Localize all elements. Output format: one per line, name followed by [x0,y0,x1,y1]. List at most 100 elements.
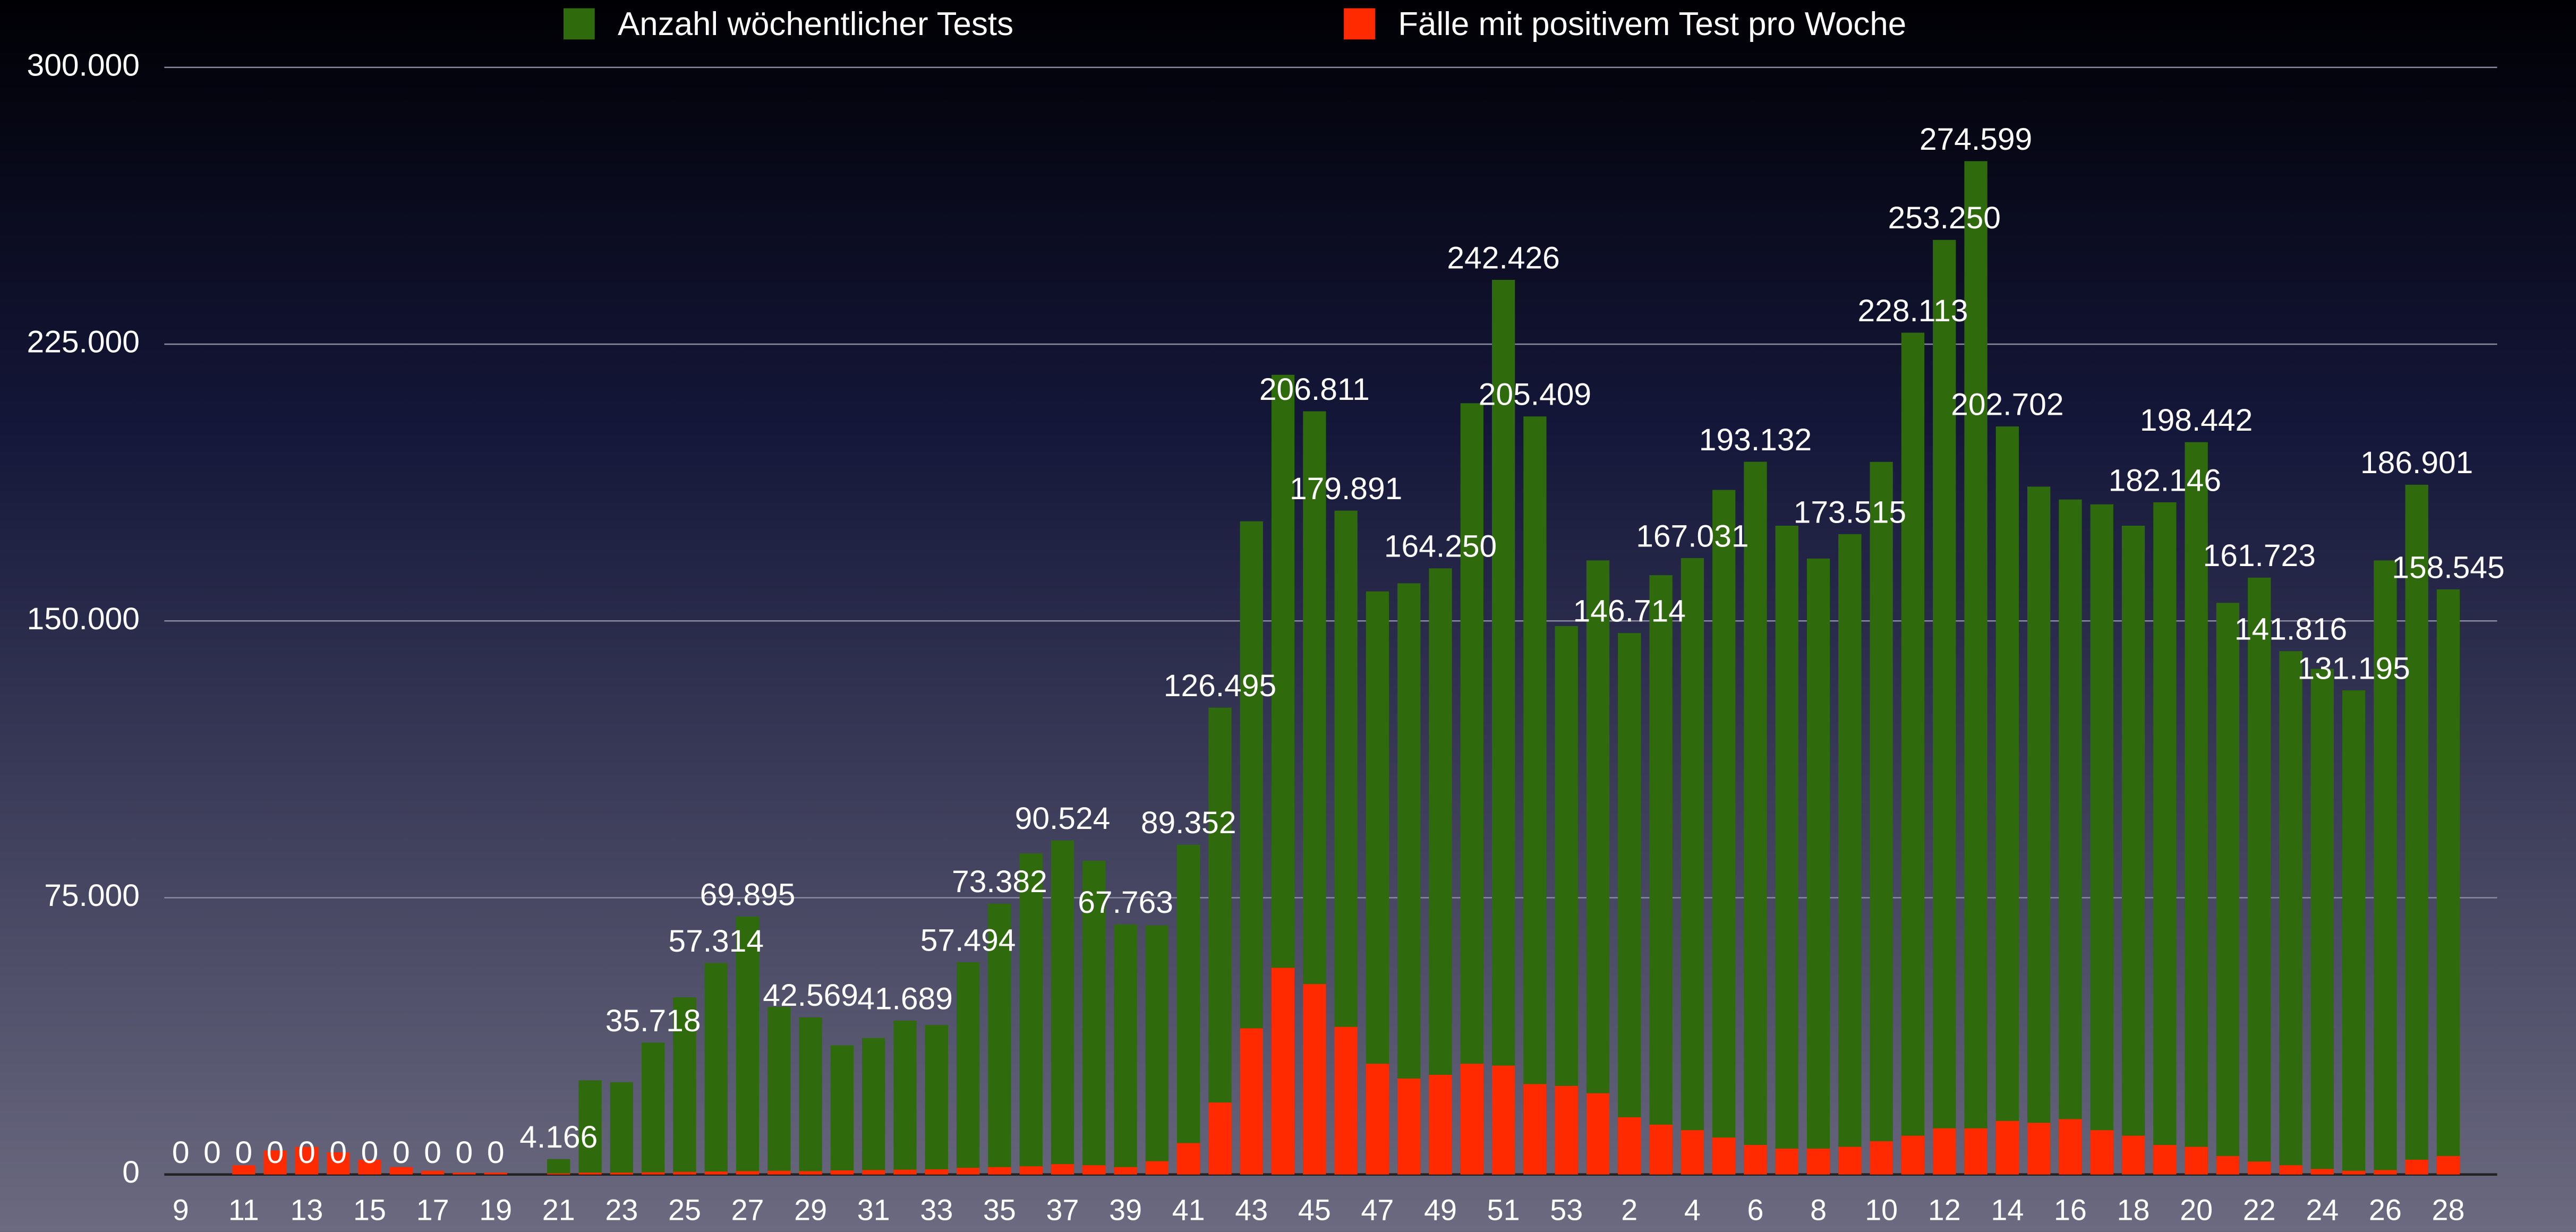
bar [2248,577,2271,1175]
data-label: 0 [203,1135,221,1170]
bar [1933,1128,1956,1175]
y-tick-label: 150.000 [27,602,140,636]
bar [956,1168,980,1175]
bar [1303,984,1326,1175]
bar [2216,603,2240,1175]
x-tick-label: 45 [1298,1194,1331,1227]
data-label: 67.763 [1078,885,1173,920]
bar [1618,1117,1641,1175]
y-tick-label: 300.000 [27,48,140,82]
x-tick-label: 19 [479,1194,512,1227]
data-label: 0 [424,1135,441,1170]
data-label: 90.524 [1015,801,1111,836]
x-tick-label: 39 [1109,1194,1142,1227]
bar [1019,1166,1043,1175]
data-label: 73.382 [952,865,1047,899]
x-tick-label: 8 [1810,1194,1827,1227]
x-tick-label: 15 [353,1194,386,1227]
bar [1082,1165,1106,1175]
data-label: 0 [235,1135,252,1170]
bar [547,1159,570,1175]
data-label: 173.515 [1794,495,1906,529]
data-label: 69.895 [700,877,796,912]
bar [799,1017,822,1175]
x-tick-label: 13 [290,1194,323,1227]
bar [232,1165,255,1175]
data-label: 161.723 [2203,538,2316,573]
bar [1775,525,1798,1175]
bar [1051,840,1074,1175]
bar [2436,589,2460,1175]
x-tick-label: 14 [1991,1194,2024,1227]
data-label: 0 [172,1135,190,1170]
bar [1491,279,1515,1175]
bar [2090,1130,2113,1175]
bar [1744,1145,1767,1175]
bar [1901,1135,1925,1175]
legend-label: Anzahl wöchentlicher Tests [618,6,1013,42]
bar [1775,1149,1798,1175]
bar [1491,1065,1515,1175]
bar [642,1042,665,1175]
data-label: 179.891 [1290,472,1402,506]
bar [1901,332,1925,1175]
bar [1366,1064,1389,1175]
bar [2185,442,2208,1175]
x-tick-label: 2 [1621,1194,1637,1227]
data-label: 0 [298,1135,315,1170]
bar [1523,416,1547,1175]
bar [1586,560,1610,1175]
bar [1523,1084,1547,1175]
bar [1460,1064,1483,1175]
legend-swatch [1344,8,1375,40]
x-tick-label: 31 [857,1194,890,1227]
bar [578,1080,602,1175]
bar [1177,844,1200,1175]
bar [2090,504,2113,1175]
bar [2374,560,2397,1175]
x-tick-label: 53 [1550,1194,1583,1227]
x-tick-label: 28 [2432,1194,2465,1227]
bar [610,1082,634,1175]
data-label: 205.409 [1479,378,1591,412]
bar [1838,534,1862,1175]
bar [988,903,1011,1175]
bar [1082,860,1106,1175]
bar [893,1169,917,1175]
bar [295,1147,319,1175]
x-tick-label: 27 [731,1194,764,1227]
bar [1429,1075,1452,1175]
bar [2059,499,2082,1175]
bar [1744,461,1767,1175]
x-tick-label: 9 [173,1194,189,1227]
data-label: 57.494 [920,923,1016,958]
bar [2216,1156,2240,1175]
data-label: 0 [267,1135,284,1170]
x-tick-label: 25 [668,1194,701,1227]
bar [1806,558,1830,1175]
bar [799,1171,822,1175]
bar [2027,486,2051,1175]
bar [642,1172,665,1175]
bar [484,1173,507,1175]
bar [2374,1170,2397,1175]
data-label: 253.250 [1888,201,2001,235]
x-tick-label: 24 [2306,1194,2339,1227]
bar [2342,1170,2366,1175]
data-label: 35.718 [605,1004,701,1038]
bar [389,1167,413,1175]
bar [1114,924,1137,1175]
bar [2310,669,2334,1175]
data-label: 89.352 [1141,806,1236,840]
data-label: 242.426 [1447,241,1559,275]
bar [2153,1145,2177,1175]
bar [1208,707,1232,1175]
data-label: 182.146 [2109,463,2221,498]
bar [1806,1149,1830,1175]
data-label: 146.714 [1573,594,1686,629]
bar [1051,1164,1074,1175]
bar [2121,1135,2145,1175]
bar [1397,583,1421,1175]
bar [1995,1120,2019,1175]
